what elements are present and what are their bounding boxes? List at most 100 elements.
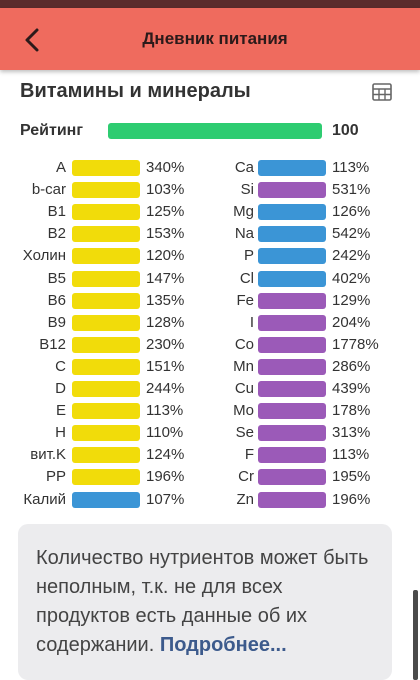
nutrient-bar [72, 204, 140, 221]
nutrient-percent: 178% [332, 402, 371, 420]
nutrient-name: E [55, 402, 66, 420]
nutrient-bar [72, 248, 140, 265]
table-grid-icon [372, 83, 392, 101]
nutrient-percent: 1778% [332, 335, 379, 353]
section-title: Витамины и минералы [20, 80, 251, 102]
nutrient-row: Si 531% [0, 180, 420, 200]
nutrient-bar [72, 403, 140, 420]
nutrient-row: Холин 120% [0, 246, 420, 266]
rating-bar [108, 123, 322, 139]
rating-label: Рейтинг [20, 122, 84, 139]
nutrient-percent: 110% [146, 424, 184, 442]
nutrient-name: B9 [47, 313, 66, 331]
nutrient-row: b-car 103% [0, 180, 420, 200]
nutrient-bar [258, 270, 326, 287]
nutrient-name: A [55, 159, 66, 176]
nutrient-row: C 151% [0, 357, 420, 377]
nutrient-bar [72, 425, 140, 442]
nutrient-name: Co [234, 335, 254, 353]
nutrient-percent: 244% [146, 380, 185, 397]
nutrient-percent: 135% [146, 291, 185, 309]
chevron-left-icon [25, 28, 39, 52]
nutrient-bar [72, 491, 140, 508]
nutrient-percent: 313% [332, 424, 371, 442]
nutrient-percent: 113% [332, 159, 370, 176]
nutrient-percent: 147% [146, 269, 185, 287]
nutrient-row: I 204% [0, 313, 420, 333]
nutrient-name: Si [240, 181, 254, 199]
nutrient-row: B5 147% [0, 269, 420, 289]
nutrient-percent: 125% [146, 203, 185, 221]
scrollbar[interactable] [413, 590, 418, 680]
nutrient-bar [258, 292, 326, 309]
nutrient-row: H 110% [0, 423, 420, 443]
nutrient-name: Zn [236, 490, 254, 508]
nutrient-bar [258, 336, 326, 353]
nutrient-bar [258, 491, 326, 508]
nutrient-percent: 286% [332, 357, 371, 375]
nutrient-name: B5 [47, 269, 66, 287]
nutrient-name: B2 [47, 225, 66, 243]
nutrient-row: Mn 286% [0, 357, 420, 377]
nutrient-row: Ca 113% [0, 158, 420, 178]
nutrient-name: Mg [233, 203, 254, 221]
nutrient-name: Mn [233, 357, 254, 375]
nutrient-name: PP [45, 468, 66, 486]
nutrient-bar [72, 447, 140, 464]
nutrient-percent: 126% [332, 203, 371, 221]
nutrient-name: Na [234, 225, 254, 243]
nutrient-bar [72, 336, 140, 353]
nutrient-percent: 531% [332, 181, 371, 199]
nutrient-row: B9 128% [0, 313, 420, 333]
nutrient-percent: 204% [332, 313, 371, 331]
nutrient-row: Mo 178% [0, 401, 420, 421]
nutrient-percent: 542% [332, 225, 371, 243]
nutrient-percent: 113% [332, 446, 370, 464]
nutrient-row: D 244% [0, 379, 420, 399]
nutrient-row: Mg 126% [0, 202, 420, 222]
nutrient-row: A 340% [0, 158, 420, 178]
nutrient-bar [72, 226, 140, 243]
more-link[interactable]: Подробнее... [159, 634, 287, 656]
info-card: Количество нутриентов может быть неполны… [18, 524, 392, 680]
nutrient-bar [258, 248, 326, 265]
nutrient-name: F [244, 446, 254, 464]
nutrient-bar [72, 314, 140, 331]
nutrient-bar [258, 226, 326, 243]
nutrient-bar [258, 469, 326, 486]
nutrient-row: Co 1778% [0, 335, 420, 355]
nutrient-row: B2 153% [0, 224, 420, 244]
nutrient-name: Холин [22, 247, 66, 265]
nutrient-row: Zn 196% [0, 490, 420, 510]
nutrient-name: Mo [233, 402, 254, 420]
nutrient-percent: 196% [332, 490, 371, 508]
nutrient-percent: 230% [146, 335, 185, 353]
nutrient-bar [258, 204, 326, 221]
nutrient-percent: 402% [332, 269, 371, 287]
nutrient-bar [258, 358, 326, 375]
nutrient-bar [258, 447, 326, 464]
nutrient-bar [258, 314, 326, 331]
nutrient-row: F 113% [0, 445, 420, 465]
nutrient-row: PP 196% [0, 467, 420, 487]
nutrient-bar [72, 469, 140, 486]
nutrient-name: Fe [236, 291, 254, 309]
nutrient-bar [258, 182, 326, 199]
nutrient-row: Cu 439% [0, 379, 420, 399]
nutrient-name: I [249, 313, 254, 331]
nutrient-row: Se 313% [0, 423, 420, 443]
info-text: Количество нутриентов может быть неполны… [36, 544, 376, 660]
nutrient-percent: 129% [332, 291, 371, 309]
rating-value: 100 [332, 122, 359, 139]
nutrient-name: Se [235, 424, 254, 442]
nutrient-percent: 242% [332, 247, 371, 265]
nutrient-name: C [55, 357, 66, 375]
nutrient-row: B12 230% [0, 335, 420, 355]
status-bar [0, 0, 420, 8]
nutrient-bar [72, 270, 140, 287]
back-button[interactable] [14, 22, 50, 58]
nutrient-row: B6 135% [0, 291, 420, 311]
nutrient-bar [258, 425, 326, 442]
table-view-button[interactable] [372, 82, 392, 102]
nutrient-name: b-car [31, 181, 66, 199]
